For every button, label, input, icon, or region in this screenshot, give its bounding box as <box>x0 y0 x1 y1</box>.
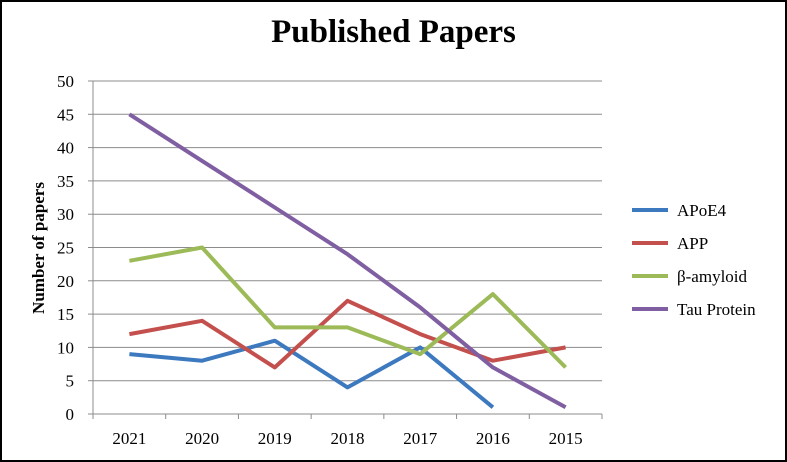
series-lines <box>128 112 568 410</box>
series-line--amyloid <box>129 245 568 369</box>
x-tick-label: 2019 <box>258 429 292 448</box>
legend-label: Tau Protein <box>677 300 756 319</box>
y-tick-label: 25 <box>57 239 74 258</box>
y-tick-label: 15 <box>57 305 74 324</box>
y-tick-label: 10 <box>57 338 74 357</box>
series-line-app <box>129 298 566 370</box>
y-tick-label: 45 <box>57 105 74 124</box>
x-tick-label: 2018 <box>331 429 365 448</box>
legend-item: APoE4 <box>632 201 727 220</box>
y-axis-label: Number of papers <box>29 182 48 314</box>
y-tick-label: 30 <box>57 205 74 224</box>
y-tick-label: 40 <box>57 139 74 158</box>
y-tick-label: 5 <box>66 372 75 391</box>
x-tick-label: 2017 <box>403 429 438 448</box>
gridlines <box>92 80 602 415</box>
x-tick-label: 2020 <box>185 429 219 448</box>
x-tick-label: 2015 <box>549 429 583 448</box>
x-tick-label: 2021 <box>112 429 146 448</box>
x-tick-label: 2016 <box>476 429 510 448</box>
legend: APoE4 APP β-amyloid Tau Protein <box>632 201 756 319</box>
y-axis-ticks: 0 5 10 15 20 25 30 35 40 45 50 <box>57 72 93 424</box>
x-axis-ticks: 2021 2020 2019 2018 2017 2016 2015 <box>92 414 603 448</box>
legend-item: β-amyloid <box>632 267 748 286</box>
chart-title: Published Papers <box>271 14 516 50</box>
legend-label: β-amyloid <box>677 267 748 286</box>
series-line-apoe4 <box>129 338 495 409</box>
y-tick-label: 35 <box>57 172 74 191</box>
y-tick-label: 20 <box>57 272 74 291</box>
y-tick-label: 50 <box>57 72 74 91</box>
legend-item: APP <box>632 234 708 253</box>
legend-item: Tau Protein <box>632 300 756 319</box>
legend-label: APoE4 <box>677 201 727 220</box>
y-tick-label: 0 <box>66 405 75 424</box>
legend-label: APP <box>677 234 708 253</box>
series-line-tau-protein <box>128 112 567 410</box>
